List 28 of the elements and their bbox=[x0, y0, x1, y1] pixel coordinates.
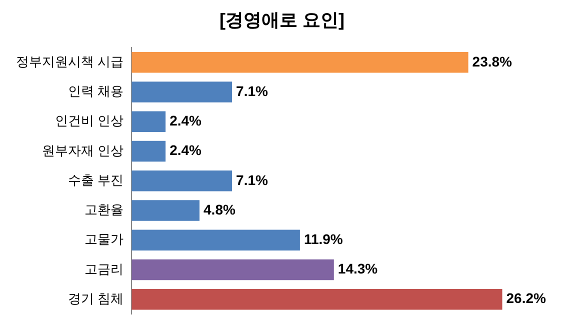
bar bbox=[132, 52, 468, 73]
data-label: 11.9% bbox=[304, 231, 344, 248]
bar bbox=[132, 140, 166, 162]
bar bbox=[132, 170, 232, 192]
y-tick-label: 경기 침체 bbox=[68, 290, 124, 306]
y-tick-label: 정부지원시책 시급 bbox=[16, 54, 124, 69]
y-tick-label: 고환율 bbox=[84, 202, 124, 218]
bar bbox=[132, 289, 502, 310]
bar bbox=[132, 230, 300, 251]
y-tick-label: 수출 부진 bbox=[68, 172, 124, 188]
data-label: 7.1% bbox=[236, 82, 269, 99]
y-tick-label: 고금리 bbox=[84, 261, 124, 276]
bar bbox=[132, 200, 200, 221]
bar bbox=[132, 259, 334, 280]
data-label: 2.4% bbox=[170, 112, 202, 129]
data-label: 4.8% bbox=[204, 201, 236, 218]
chart-title: [경영애로 요인] bbox=[220, 10, 344, 30]
data-label: 2.4% bbox=[170, 142, 202, 158]
bar bbox=[132, 82, 232, 102]
y-tick-label: 인력 채용 bbox=[68, 84, 124, 99]
data-label: 26.2% bbox=[506, 290, 546, 306]
data-label: 7.1% bbox=[236, 172, 269, 188]
y-tick-label: 고물가 bbox=[84, 232, 124, 247]
bar bbox=[132, 111, 166, 132]
y-tick-label: 인건비 인상 bbox=[54, 113, 124, 128]
y-tick-label: 원부자재 인상 bbox=[42, 142, 124, 158]
data-label: 14.3% bbox=[338, 260, 378, 277]
data-label: 23.8% bbox=[472, 53, 513, 70]
